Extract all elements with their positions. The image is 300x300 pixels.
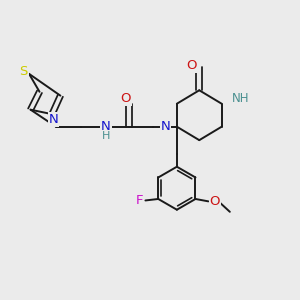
Text: O: O bbox=[210, 195, 220, 208]
Text: N: N bbox=[101, 120, 111, 133]
Text: N: N bbox=[161, 120, 170, 133]
Text: F: F bbox=[136, 194, 143, 207]
Text: O: O bbox=[120, 92, 131, 105]
Text: O: O bbox=[187, 59, 197, 72]
Text: H: H bbox=[102, 131, 110, 141]
Text: S: S bbox=[20, 65, 28, 78]
Text: N: N bbox=[49, 113, 58, 126]
Text: NH: NH bbox=[232, 92, 250, 105]
